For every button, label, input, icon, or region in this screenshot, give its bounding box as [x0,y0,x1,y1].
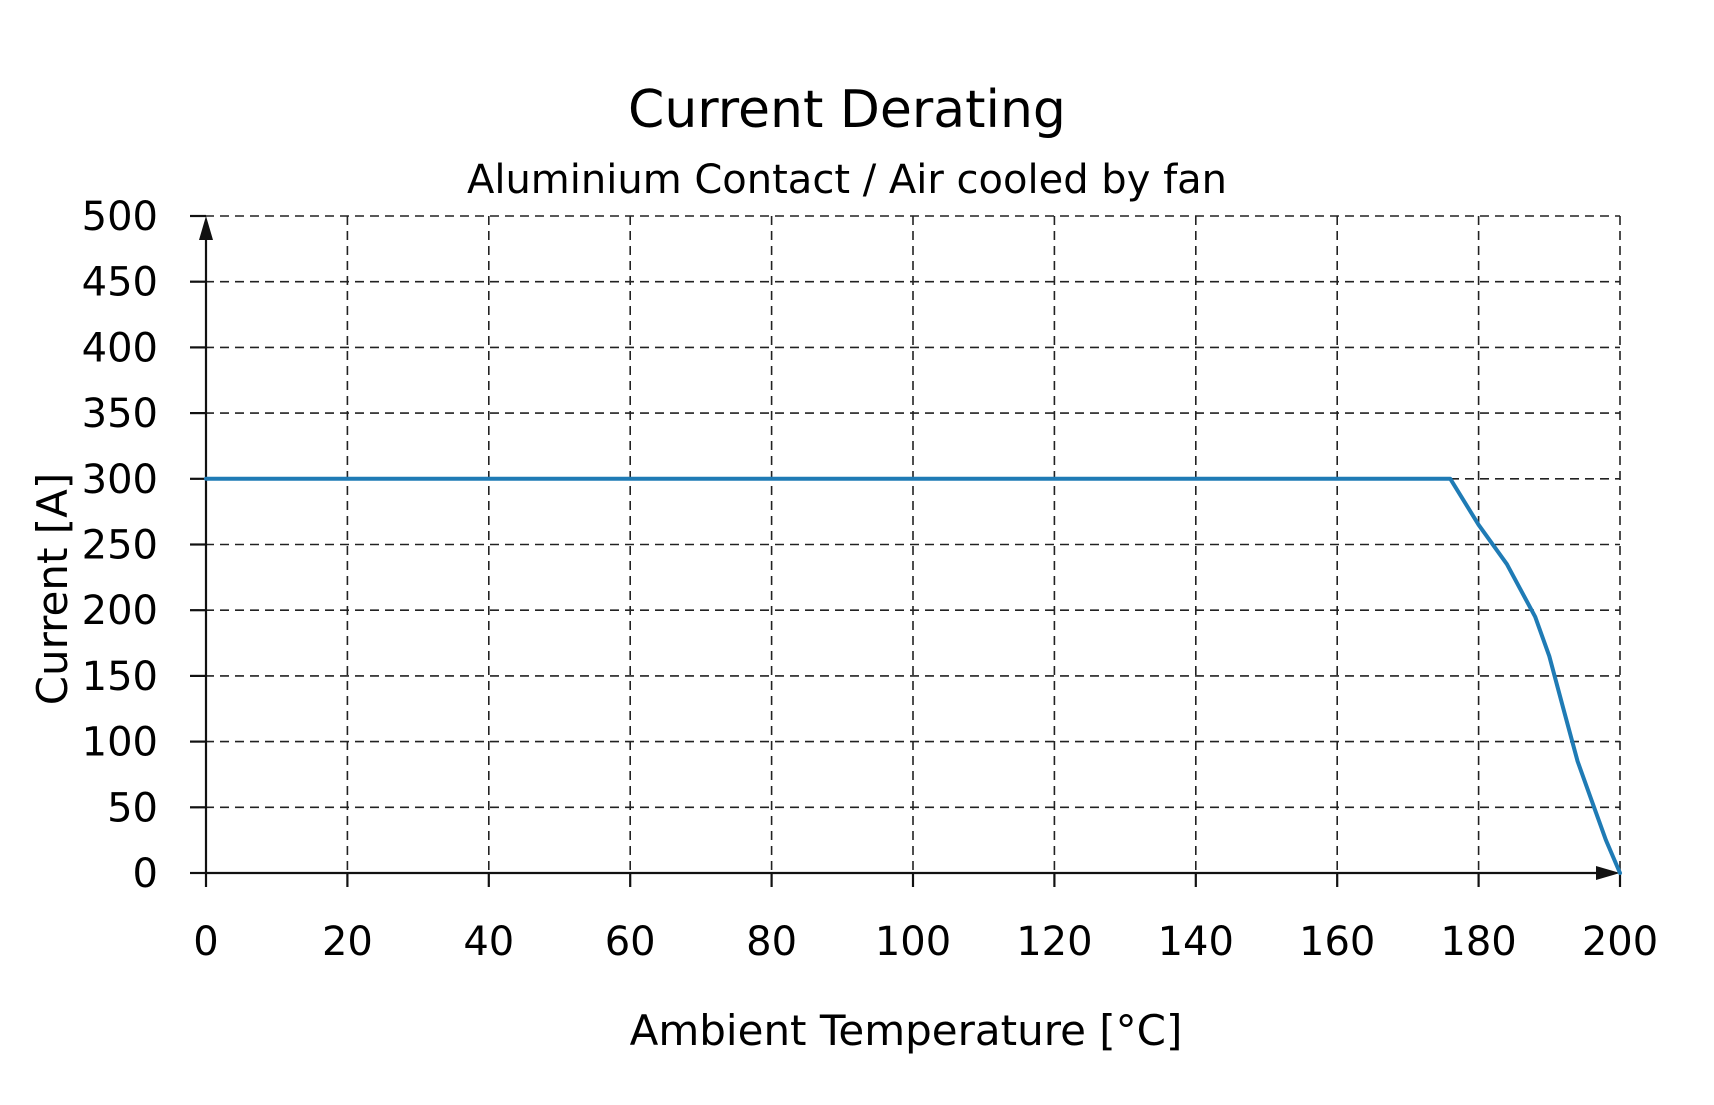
x-tick-label: 140 [1158,919,1234,965]
x-axis-label: Ambient Temperature [°C] [630,1006,1183,1055]
y-tick-label: 50 [107,785,158,831]
y-axis-label: Current [A] [28,473,77,706]
series-line [204,476,1622,875]
ticks: 0 20 40 60 80 100 120 140 160 180 200 0 50 100 150 200 2… [82,194,1659,965]
x-tick-label: 80 [746,919,797,965]
y-tick-label: 100 [82,720,158,766]
y-tick-label: 300 [82,457,158,503]
x-tick-label: 0 [193,919,218,965]
x-tick-label: 20 [322,919,373,965]
y-tick-label: 500 [82,194,158,240]
series-group [204,476,1622,875]
x-tick-label: 200 [1582,919,1658,965]
x-tick-label: 180 [1440,919,1516,965]
x-tick-label: 160 [1299,919,1375,965]
x-tick-label: 100 [875,919,951,965]
chart-title: Current Derating [628,80,1066,140]
grid [190,215,1621,873]
x-tick-label: 60 [605,919,656,965]
y-tick-label: 200 [82,588,158,634]
y-tick-label: 450 [82,260,158,306]
x-tick-label: 120 [1016,919,1092,965]
y-tick-label: 350 [82,391,158,437]
x-axis-arrow-icon [1596,866,1620,880]
x-tick-label: 40 [463,919,514,965]
y-tick-label: 0 [133,851,158,897]
chart-subtitle: Aluminium Contact / Air cooled by fan [467,157,1227,203]
y-axis-arrow-icon [199,216,213,240]
y-tick-label: 250 [82,523,158,569]
y-tick-label: 150 [82,654,158,700]
y-tick-label: 400 [82,325,158,371]
